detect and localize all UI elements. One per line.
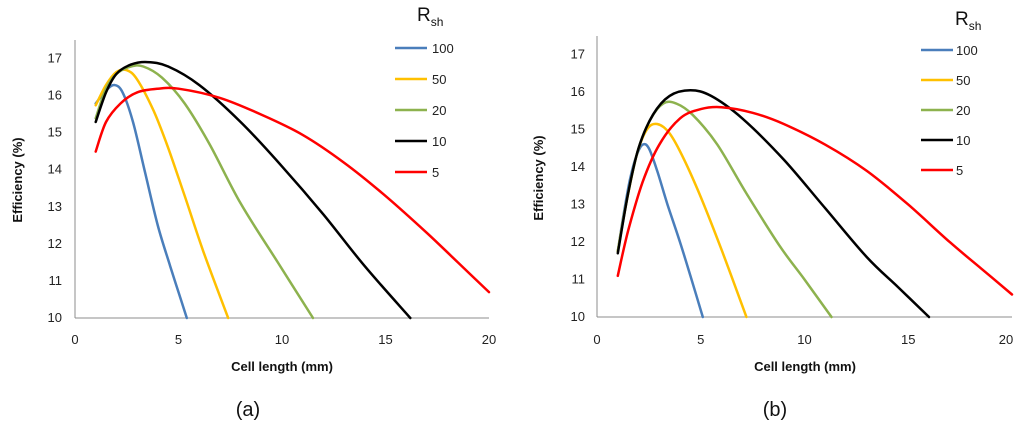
- legend-label-100: 100: [956, 43, 978, 58]
- legend-label-5: 5: [956, 163, 963, 178]
- legend-title: Rsh: [417, 5, 443, 29]
- x-tick-labels-a: 0 5 10 15 20: [71, 332, 496, 347]
- y-tick-label: 17: [48, 51, 62, 66]
- legend-a: Rsh 100 50 20 10 5: [395, 5, 454, 180]
- y-tick-labels-b: 10 11 12 13 14 15 16 17: [571, 47, 585, 325]
- series-line-50: [94, 68, 230, 320]
- y-axis-title: Efficiency (%): [531, 135, 546, 220]
- y-tick-label: 11: [572, 272, 586, 287]
- legend-title: Rsh: [955, 9, 981, 33]
- x-tick-labels-b: 0 5 10 15 20: [593, 332, 1013, 347]
- y-tick-labels-a: 10 11 12 13 14 15 16 17: [48, 51, 62, 326]
- legend-label-20: 20: [956, 103, 970, 118]
- y-axis-title: Efficiency (%): [10, 137, 25, 222]
- y-tick-label: 15: [48, 125, 62, 140]
- x-tick-label: 10: [275, 332, 289, 347]
- series-line-5: [616, 105, 1014, 296]
- y-tick-label: 13: [48, 199, 62, 214]
- y-tick-label: 12: [48, 236, 62, 251]
- x-tick-label: 15: [378, 332, 392, 347]
- series-lines-b: [616, 89, 1014, 319]
- y-tick-label: 17: [571, 47, 585, 62]
- series-line-10: [94, 60, 412, 320]
- x-tick-label: 20: [999, 332, 1013, 347]
- legend-label-10: 10: [956, 133, 970, 148]
- x-tick-label: 5: [697, 332, 704, 347]
- panel-caption: (b): [763, 399, 787, 421]
- x-tick-label: 20: [482, 332, 496, 347]
- x-axis-title: Cell length (mm): [754, 359, 856, 374]
- series-line-10: [616, 89, 931, 319]
- y-tick-label: 16: [48, 88, 62, 103]
- legend-label-50: 50: [432, 72, 446, 87]
- x-tick-label: 15: [901, 332, 915, 347]
- panel-a: 10 11 12 13 14 15 16 17 0 5 10 15 20 Cel…: [10, 5, 496, 421]
- series-line-20: [616, 100, 833, 319]
- legend-b: Rsh 100 50 20 10 5: [921, 9, 981, 178]
- y-tick-label: 12: [571, 234, 585, 249]
- legend-label-20: 20: [432, 103, 446, 118]
- y-tick-label: 16: [571, 84, 585, 99]
- y-tick-label: 14: [48, 162, 62, 177]
- series-lines-a: [94, 60, 491, 320]
- y-tick-label: 10: [48, 310, 62, 325]
- series-line-5: [94, 86, 491, 294]
- x-tick-label: 0: [71, 332, 78, 347]
- legend-label-5: 5: [432, 165, 439, 180]
- legend-label-100: 100: [432, 41, 454, 56]
- x-tick-label: 10: [797, 332, 811, 347]
- x-tick-label: 5: [175, 332, 182, 347]
- y-tick-label: 14: [571, 159, 585, 174]
- y-tick-label: 15: [571, 122, 585, 137]
- legend-label-10: 10: [432, 134, 446, 149]
- y-tick-label: 11: [49, 273, 63, 288]
- series-line-100: [94, 83, 189, 320]
- x-tick-label: 0: [593, 332, 600, 347]
- y-tick-label: 13: [571, 197, 585, 212]
- panel-b: 10 11 12 13 14 15 16 17 0 5 10 15 20 Cel…: [531, 9, 1014, 421]
- y-tick-label: 10: [571, 309, 585, 324]
- panel-caption: (a): [236, 399, 260, 421]
- x-axis-title: Cell length (mm): [231, 359, 333, 374]
- legend-label-50: 50: [956, 73, 970, 88]
